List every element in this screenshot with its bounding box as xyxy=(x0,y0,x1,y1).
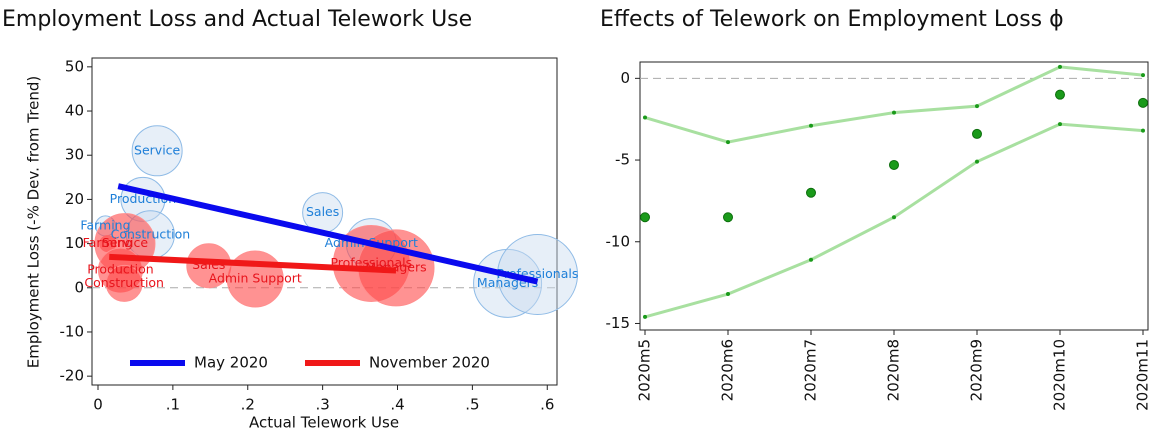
plot-frame xyxy=(639,61,1149,331)
legend-label: May 2020 xyxy=(194,354,268,372)
ci-end xyxy=(892,215,896,220)
chart-title: Effects of Telework on Employment Loss ϕ xyxy=(600,7,1064,32)
y-tick-label: 0 xyxy=(620,69,630,87)
ci-end xyxy=(1058,64,1062,69)
y-tick-label: 10 xyxy=(65,234,84,252)
x-tick-label: .6 xyxy=(540,396,554,414)
ci-end xyxy=(1058,122,1062,127)
estimate xyxy=(972,128,982,139)
bubble-label: Admin Support xyxy=(209,270,302,285)
estimate xyxy=(1138,97,1148,108)
y-tick-label: -15 xyxy=(606,314,631,332)
ci-end xyxy=(643,314,647,319)
x-tick-label: 0 xyxy=(93,396,103,414)
ci-end xyxy=(809,257,813,262)
y-tick-label: 40 xyxy=(65,102,84,120)
ci-end xyxy=(726,292,730,297)
ci-end xyxy=(892,110,896,115)
x-tick-label: 2020m7 xyxy=(802,339,820,401)
ci-end xyxy=(1141,128,1145,133)
fit-line xyxy=(109,253,397,274)
estimate xyxy=(1055,89,1065,100)
bubble-label: Sales xyxy=(306,204,339,219)
legend-label: November 2020 xyxy=(369,354,490,372)
y-tick-label: -10 xyxy=(606,232,631,250)
x-tick-label: 2020m11 xyxy=(1134,339,1152,411)
bubble-label: Service xyxy=(102,235,149,250)
y-axis-label: Employment Loss (-% Dev. from Trend) xyxy=(25,76,43,368)
x-tick-label: 2020m5 xyxy=(636,339,654,401)
estimate xyxy=(640,212,650,223)
x-tick-label: .4 xyxy=(390,396,404,414)
bubble-label: Farming xyxy=(80,217,130,232)
y-tick-label: 50 xyxy=(65,57,84,75)
x-tick-label: 2020m9 xyxy=(968,339,986,401)
ci-end xyxy=(975,104,979,109)
bubble-label: Construction xyxy=(111,226,191,241)
ci-line xyxy=(644,122,1144,319)
x-tick-label: .2 xyxy=(241,396,255,414)
y-tick-label: 20 xyxy=(65,190,84,208)
y-tick-label: -5 xyxy=(615,151,630,169)
x-tick-label: 2020m8 xyxy=(885,339,903,401)
chart-title: Employment Loss and Actual Telework Use xyxy=(2,7,472,32)
x-tick-label: 2020m6 xyxy=(719,339,737,401)
x-tick-label: .1 xyxy=(166,396,180,414)
fit-line xyxy=(117,183,539,285)
ci-end xyxy=(726,140,730,145)
x-axis-label: Actual Telework Use xyxy=(249,414,399,432)
bubble-label: Production xyxy=(87,262,154,277)
x-tick-label: 2020m10 xyxy=(1051,339,1069,411)
estimate xyxy=(889,159,899,170)
bubble xyxy=(105,264,143,302)
y-tick-label: -20 xyxy=(60,367,85,385)
estimate xyxy=(806,187,816,198)
ci-end xyxy=(809,123,813,128)
y-tick-label: 30 xyxy=(65,146,84,164)
ci-end xyxy=(1141,73,1145,78)
bubble-label: Construction xyxy=(84,275,164,290)
bubble-label: Farming xyxy=(83,235,133,250)
bubble-label: Service xyxy=(134,142,181,157)
y-tick-label: -10 xyxy=(60,322,85,340)
bubble xyxy=(473,248,543,318)
x-tick-label: .5 xyxy=(465,396,479,414)
plot-frame xyxy=(91,57,558,386)
bubble xyxy=(131,125,183,177)
y-tick-label: 0 xyxy=(74,278,84,296)
ci-end xyxy=(975,159,979,164)
x-tick-label: .3 xyxy=(315,396,329,414)
estimate xyxy=(723,212,733,223)
ci-end xyxy=(643,115,647,120)
